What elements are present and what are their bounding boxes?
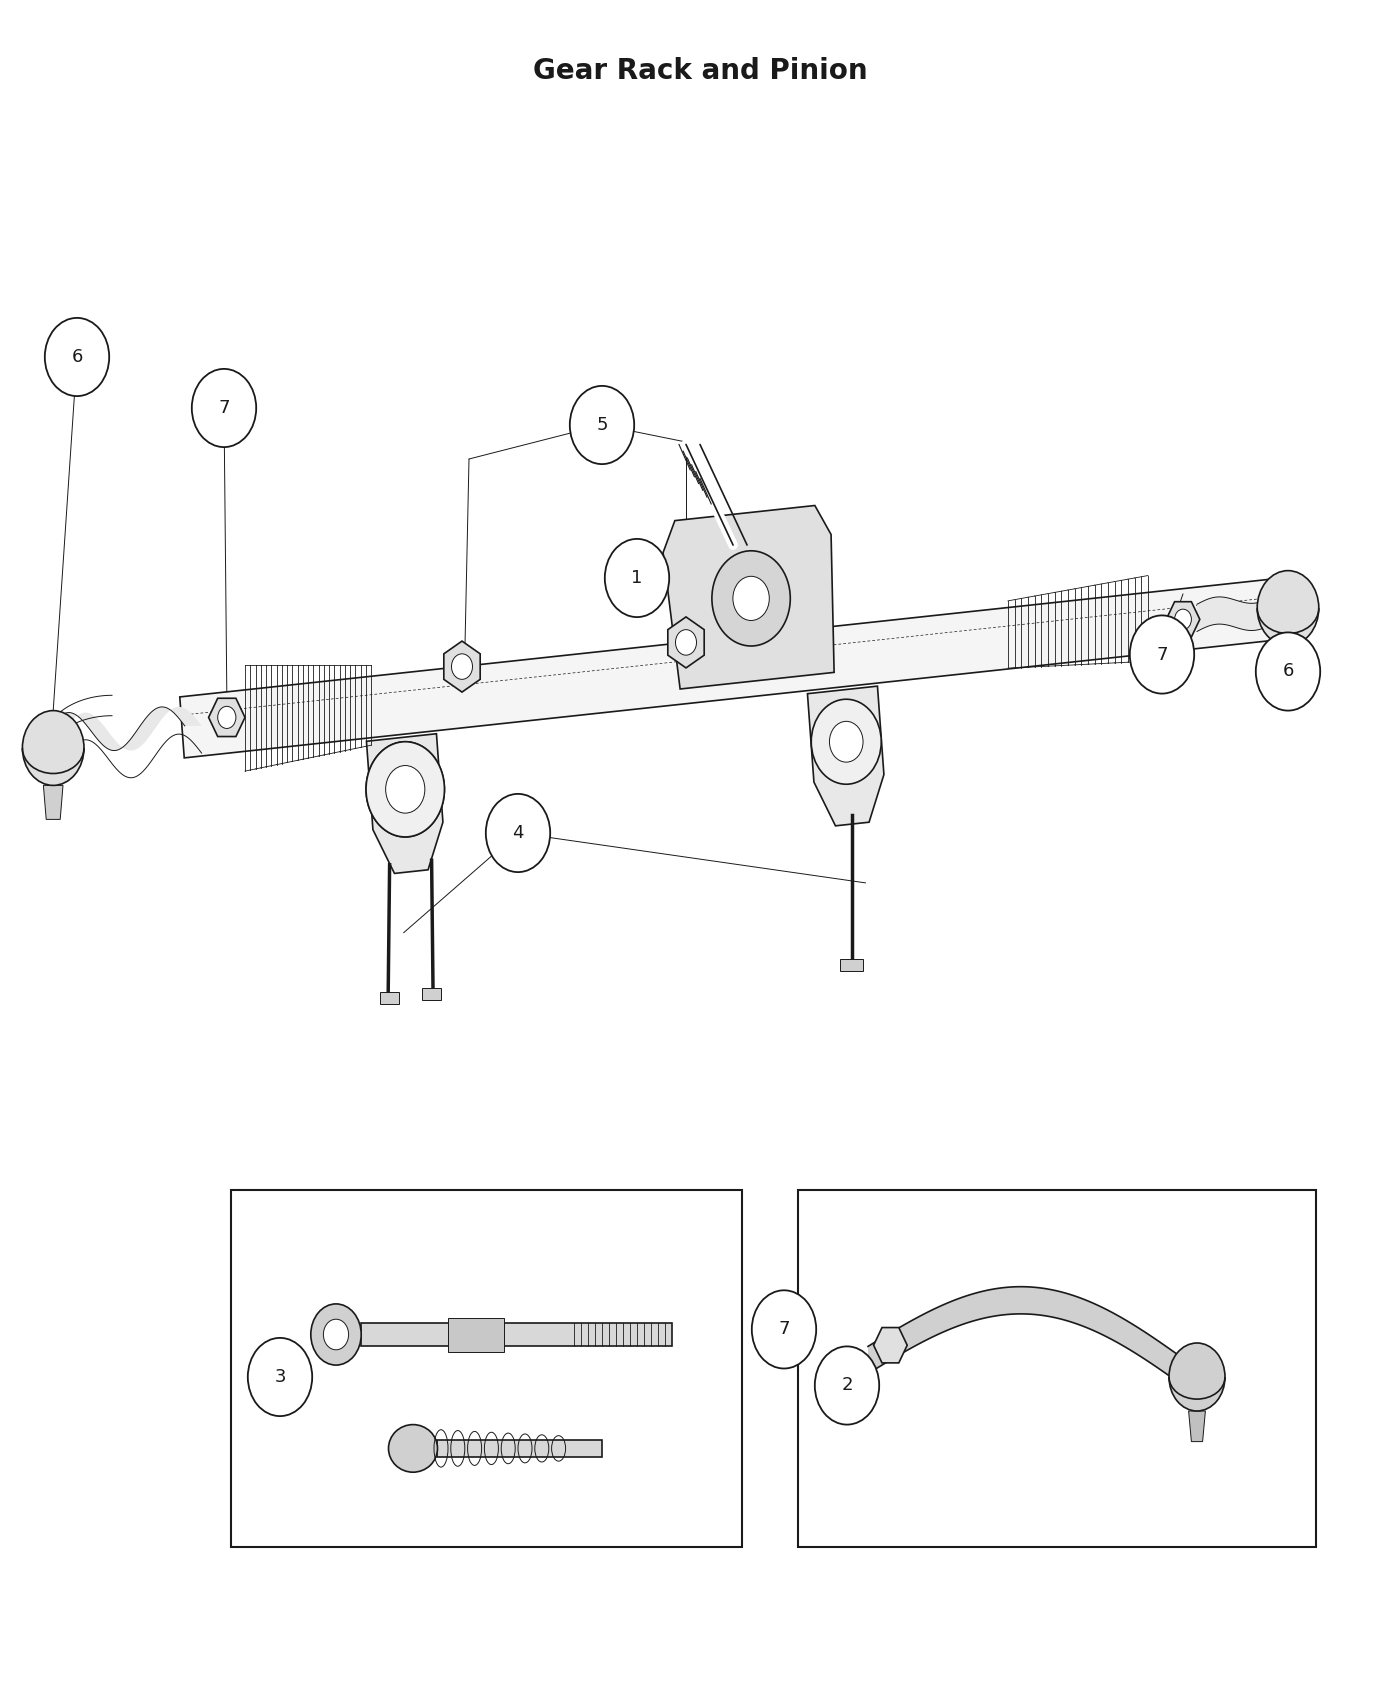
Text: 3: 3: [274, 1368, 286, 1385]
Text: Gear Rack and Pinion: Gear Rack and Pinion: [532, 58, 868, 85]
Bar: [231, 1190, 742, 1547]
Polygon shape: [367, 734, 442, 874]
Circle shape: [385, 765, 424, 813]
Polygon shape: [808, 687, 883, 826]
Polygon shape: [1189, 1411, 1205, 1442]
Circle shape: [1257, 571, 1319, 646]
Polygon shape: [437, 1440, 602, 1457]
Polygon shape: [668, 617, 704, 668]
Circle shape: [1169, 1343, 1225, 1411]
Circle shape: [45, 318, 109, 396]
Circle shape: [248, 1338, 312, 1416]
Polygon shape: [421, 988, 441, 1000]
Circle shape: [675, 629, 697, 654]
Polygon shape: [361, 1323, 672, 1346]
Text: 6: 6: [1282, 663, 1294, 680]
Text: 1: 1: [631, 570, 643, 586]
Circle shape: [22, 711, 84, 785]
Circle shape: [1130, 615, 1194, 694]
Polygon shape: [179, 576, 1305, 758]
Polygon shape: [379, 993, 399, 1005]
Polygon shape: [840, 959, 862, 971]
Text: 7: 7: [1156, 646, 1168, 663]
Circle shape: [811, 699, 881, 784]
Text: 7: 7: [218, 400, 230, 416]
Bar: [798, 1190, 1316, 1547]
Circle shape: [323, 1319, 349, 1350]
Circle shape: [218, 707, 235, 729]
Circle shape: [732, 576, 769, 620]
Polygon shape: [43, 785, 63, 819]
Polygon shape: [664, 505, 834, 688]
Circle shape: [711, 551, 790, 646]
Circle shape: [192, 369, 256, 447]
Circle shape: [752, 1290, 816, 1368]
Circle shape: [486, 794, 550, 872]
Polygon shape: [448, 1318, 504, 1352]
Text: 5: 5: [596, 416, 608, 434]
Circle shape: [829, 721, 862, 762]
Polygon shape: [444, 641, 480, 692]
Ellipse shape: [389, 1425, 437, 1472]
Circle shape: [365, 741, 444, 836]
Text: 7: 7: [778, 1321, 790, 1338]
Polygon shape: [874, 1328, 907, 1363]
Circle shape: [451, 654, 473, 680]
Text: 4: 4: [512, 824, 524, 842]
Circle shape: [311, 1304, 361, 1365]
Circle shape: [815, 1346, 879, 1425]
Text: 2: 2: [841, 1377, 853, 1394]
Circle shape: [570, 386, 634, 464]
Text: 6: 6: [71, 348, 83, 366]
Polygon shape: [1278, 646, 1298, 680]
Circle shape: [605, 539, 669, 617]
Circle shape: [365, 741, 444, 836]
Polygon shape: [1166, 602, 1200, 638]
Circle shape: [1256, 632, 1320, 711]
Polygon shape: [209, 699, 245, 736]
Circle shape: [1175, 609, 1191, 629]
